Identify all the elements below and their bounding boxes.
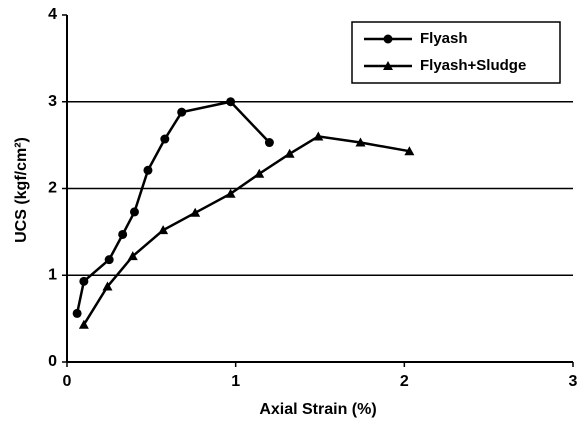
- marker: [127, 251, 138, 261]
- marker: [143, 165, 153, 175]
- x-axis-label: Axial Strain (%): [259, 401, 376, 418]
- marker: [404, 146, 415, 156]
- series-line: [82, 135, 410, 326]
- y-tick-label: 2: [48, 180, 57, 197]
- marker: [118, 229, 128, 239]
- marker: [313, 131, 324, 141]
- marker: [177, 107, 187, 117]
- y-axis-label: UCS (kgf/cm²): [13, 137, 30, 243]
- y-tick-label: 4: [48, 6, 57, 23]
- x-tick-label: 1: [231, 373, 240, 390]
- marker: [78, 319, 89, 329]
- marker: [158, 225, 169, 235]
- marker: [160, 134, 170, 144]
- legend-box: [351, 21, 561, 84]
- marker: [254, 168, 265, 178]
- marker: [104, 255, 114, 265]
- legend-label: Flyash+Sludge: [420, 57, 526, 74]
- marker: [225, 188, 236, 198]
- legend-marker: [383, 61, 393, 70]
- marker: [72, 308, 82, 318]
- x-tick-label: 0: [63, 373, 72, 390]
- marker: [102, 281, 113, 291]
- marker: [79, 276, 89, 286]
- marker: [284, 148, 295, 158]
- marker: [264, 138, 274, 148]
- marker: [355, 137, 366, 147]
- legend-label: Flyash: [420, 30, 468, 47]
- y-tick-label: 1: [48, 266, 57, 283]
- x-tick-label: 3: [569, 373, 577, 390]
- marker: [190, 207, 201, 217]
- x-tick-label: 2: [400, 373, 409, 390]
- marker: [129, 207, 139, 217]
- marker: [226, 97, 236, 107]
- legend-marker: [383, 34, 393, 44]
- y-tick-label: 3: [48, 93, 57, 110]
- y-tick-label: 0: [48, 353, 57, 370]
- series-line: [75, 100, 271, 314]
